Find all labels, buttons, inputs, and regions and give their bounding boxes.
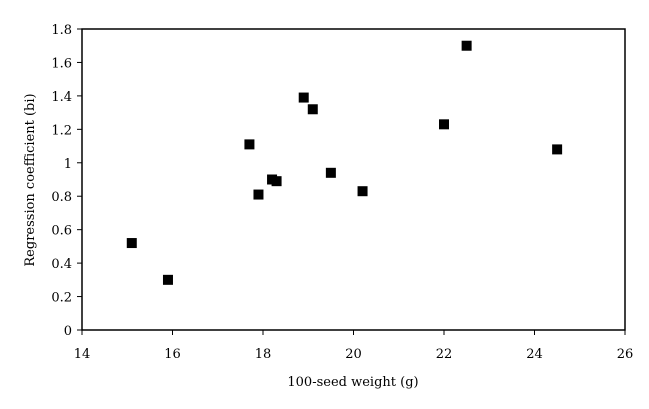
y-tick-label: 0.2 — [51, 291, 72, 306]
x-tick-label: 20 — [345, 347, 362, 362]
x-tick-label: 14 — [74, 347, 91, 362]
data-point — [162, 274, 173, 285]
y-tick-label: 1 — [64, 157, 72, 172]
y-tick-label: 0.6 — [51, 224, 72, 239]
data-points — [126, 40, 563, 285]
x-tick-label: 16 — [164, 347, 181, 362]
data-point — [253, 189, 264, 200]
data-point — [439, 119, 449, 130]
data-point — [298, 92, 309, 103]
data-point — [244, 139, 255, 150]
y-tick-label: 1.8 — [51, 23, 72, 38]
x-tick-label: 18 — [255, 347, 272, 362]
x-axis-ticks: 14 16 18 20 22 24 26 — [74, 330, 634, 362]
y-axis-ticks: 0 0.2 0.4 0.6 0.8 1 1.2 1.4 1.6 1.8 — [51, 23, 82, 339]
x-tick-label: 26 — [617, 347, 634, 362]
x-tick-label: 22 — [436, 347, 453, 362]
plot-area — [81, 28, 626, 331]
data-point — [307, 104, 318, 115]
data-point — [271, 176, 282, 187]
y-tick-label: 1.4 — [51, 90, 72, 105]
y-tick-label: 0.4 — [51, 257, 72, 272]
data-point — [552, 144, 563, 155]
y-axis-title: Regression coefficient (bi) — [23, 93, 38, 266]
y-tick-label: 1.6 — [51, 56, 72, 71]
y-tick-label: 0 — [64, 324, 72, 339]
data-point — [461, 40, 472, 51]
data-point — [357, 186, 368, 197]
x-tick-label: 24 — [526, 347, 543, 362]
data-point — [126, 238, 137, 249]
y-tick-label: 1.2 — [51, 123, 72, 138]
data-point — [325, 167, 336, 178]
x-axis-title: 100-seed weight (g) — [287, 375, 418, 390]
y-tick-label: 0.8 — [51, 190, 72, 205]
